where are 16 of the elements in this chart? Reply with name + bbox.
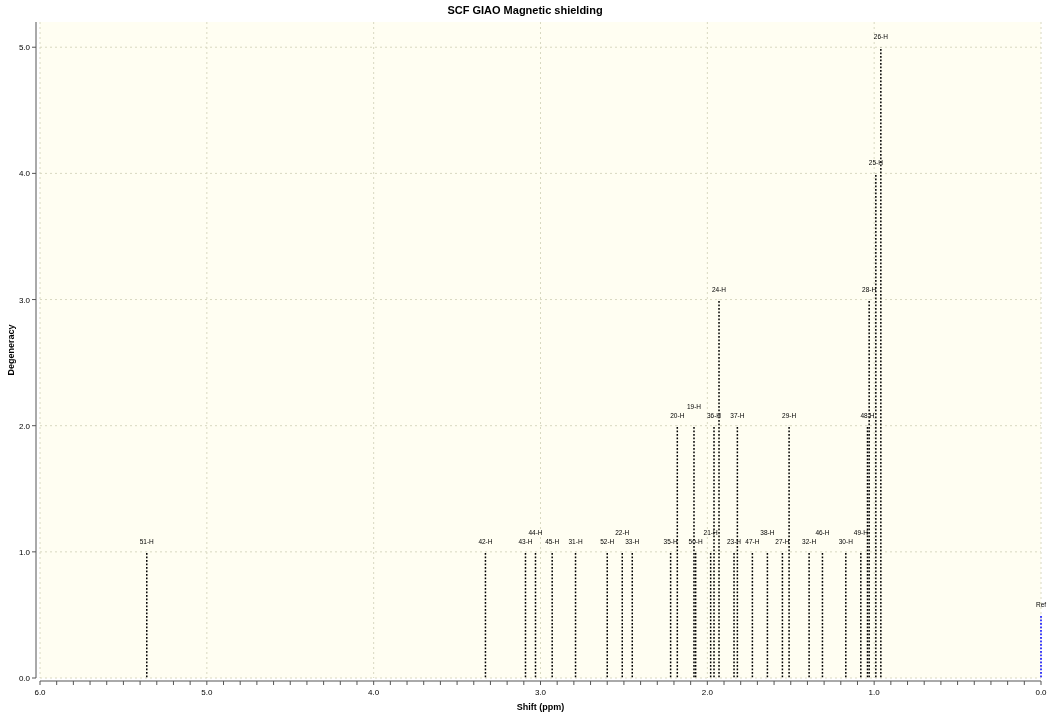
y-tick-label: 5.0 — [18, 43, 31, 53]
chart-title: SCF GIAO Magnetic shielding — [447, 4, 603, 16]
x-tick-label: 2.0 — [701, 688, 714, 697]
x-tick-label: 5.0 — [201, 688, 213, 697]
x-axis-title: Shift (ppm) — [516, 702, 565, 712]
x-tick-label: 4.0 — [368, 688, 380, 697]
y-tick-label: 2.0 — [18, 421, 31, 431]
y-tick-label: 1.0 — [18, 547, 31, 557]
x-tick-label: 3.0 — [534, 688, 547, 697]
y-tick-label: 4.0 — [18, 169, 31, 179]
x-tick-label: 6.0 — [34, 688, 47, 697]
x-tick-label: 0.0 — [1035, 688, 1048, 697]
x-tick-label: 1.0 — [868, 688, 881, 697]
y-axis-title: Degeneracy — [6, 324, 16, 376]
y-tick-label: 3.0 — [18, 295, 31, 305]
y-tick-label: 0.0 — [18, 674, 31, 683]
